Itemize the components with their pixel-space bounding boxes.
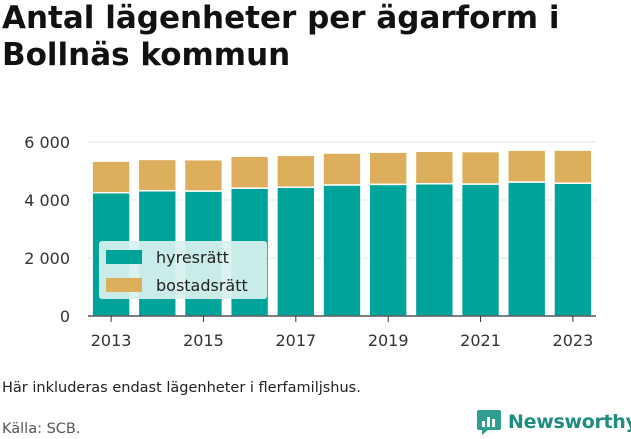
y-tick-label: 0 <box>60 307 70 326</box>
bar-segment <box>414 150 455 185</box>
bar-segment <box>322 152 362 186</box>
legend-label: hyresrätt <box>156 248 229 267</box>
x-tick-label: 2015 <box>183 331 224 350</box>
bar-segment <box>368 183 408 317</box>
bar-segment <box>368 151 408 186</box>
legend-label: bostadsrätt <box>156 276 248 295</box>
bar-segment <box>507 149 547 183</box>
bar-segment <box>414 183 455 317</box>
y-axis-ticks: 0 2 000 4 000 6 000 <box>24 133 70 326</box>
bar-segment <box>507 181 547 317</box>
x-tick-label: 2017 <box>275 331 316 350</box>
source-credit: Källa: SCB. <box>2 421 81 437</box>
legend-swatch <box>106 278 142 292</box>
bar-segment <box>137 158 177 192</box>
x-tick-label: 2013 <box>91 331 132 350</box>
brand-logo: Newsworthy <box>476 408 631 436</box>
bar-segment <box>183 158 224 192</box>
x-axis-ticks: 2013 2015 2017 2019 2021 2023 <box>91 316 594 350</box>
footnote: Här inkluderas endast lägenheter i flerf… <box>2 380 361 396</box>
y-tick-label: 4 000 <box>24 191 70 210</box>
brand-name: Newsworthy <box>508 411 631 433</box>
x-tick-label: 2021 <box>460 331 501 350</box>
bar-segment <box>553 149 593 184</box>
y-tick-label: 6 000 <box>24 133 70 152</box>
bar-segment <box>553 182 593 317</box>
bar-segment <box>322 184 362 317</box>
newsworthy-icon <box>477 410 501 435</box>
x-tick-label: 2019 <box>368 331 409 350</box>
bar-segment <box>460 150 501 185</box>
chart-title: Antal lägenheter per ägarform i Bollnäs … <box>2 0 560 73</box>
bar-segment <box>229 155 270 189</box>
x-tick-label: 2023 <box>553 331 594 350</box>
bar-segment <box>91 160 131 194</box>
bar-segment <box>276 154 316 188</box>
bar-segment <box>460 183 501 317</box>
stacked-bar-chart: 0 2 000 4 000 6 000 2013 2015 2017 2019 2021 202… <box>24 133 596 350</box>
legend-swatch <box>106 250 142 264</box>
legend: hyresrätt bostadsrätt <box>99 241 267 299</box>
y-tick-label: 2 000 <box>24 249 70 268</box>
bar-segment <box>276 186 316 317</box>
